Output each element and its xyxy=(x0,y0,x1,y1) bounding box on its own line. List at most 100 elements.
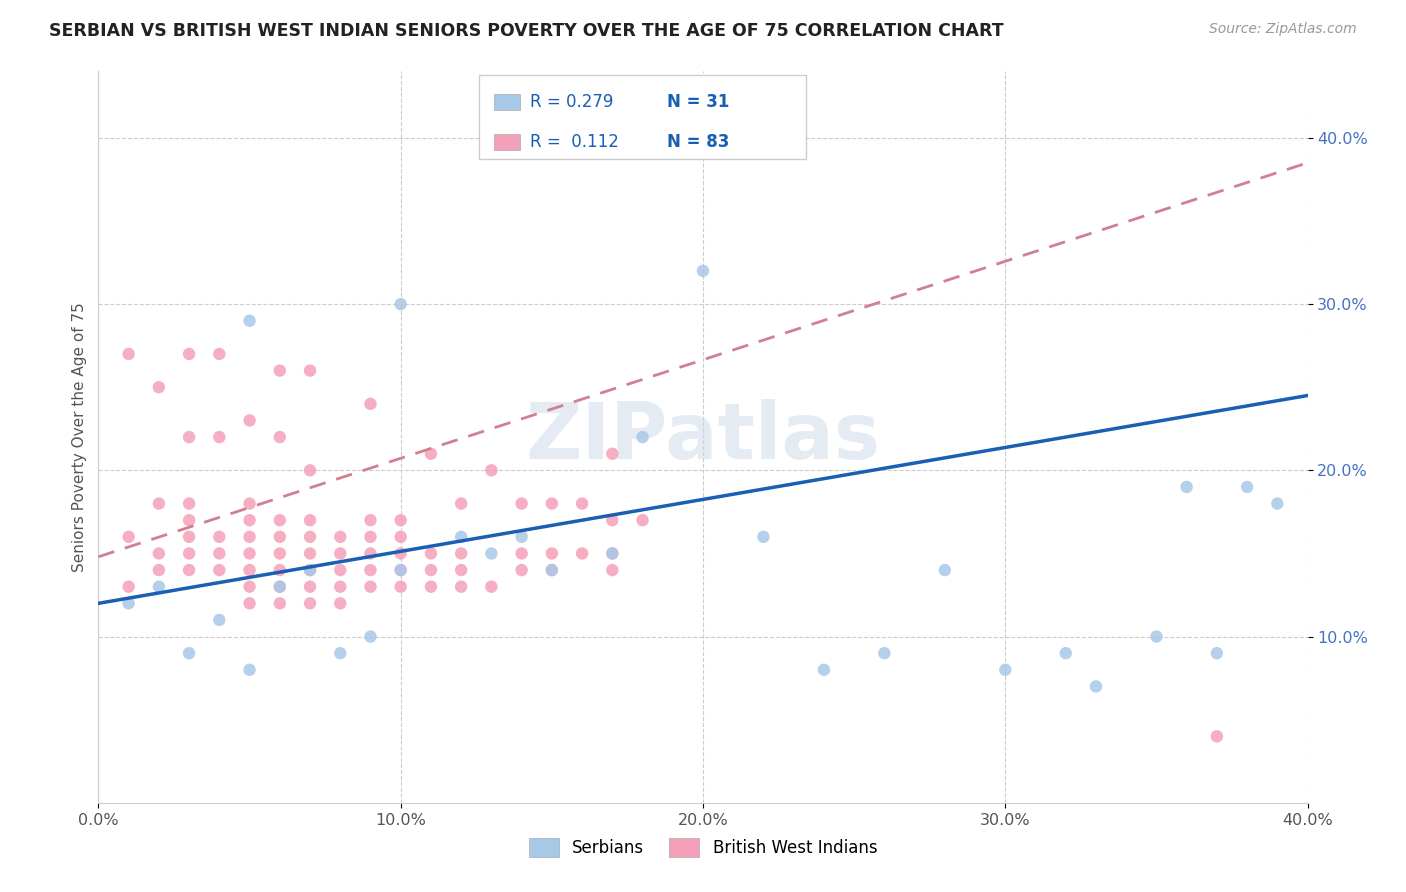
Point xyxy=(481,463,503,477)
Point xyxy=(179,513,201,527)
Point xyxy=(571,497,593,511)
FancyBboxPatch shape xyxy=(494,94,520,110)
Point xyxy=(208,430,231,444)
Point xyxy=(239,596,262,610)
Point xyxy=(389,563,412,577)
Point xyxy=(208,546,231,560)
Point xyxy=(179,546,201,560)
Point xyxy=(239,663,262,677)
Point xyxy=(873,646,896,660)
Point xyxy=(1085,680,1108,694)
Point xyxy=(540,563,562,577)
Point xyxy=(329,563,352,577)
Point xyxy=(510,497,533,511)
Point xyxy=(602,513,624,527)
Point xyxy=(269,530,291,544)
Point xyxy=(269,546,291,560)
Point xyxy=(360,397,382,411)
Point xyxy=(420,546,443,560)
Point xyxy=(510,546,533,560)
Point xyxy=(360,630,382,644)
Point xyxy=(148,380,170,394)
Point xyxy=(692,264,714,278)
Point xyxy=(602,546,624,560)
Point xyxy=(540,546,562,560)
Point xyxy=(299,563,322,577)
Point xyxy=(299,596,322,610)
Point xyxy=(450,580,472,594)
Point xyxy=(148,546,170,560)
Point xyxy=(179,646,201,660)
Y-axis label: Seniors Poverty Over the Age of 75: Seniors Poverty Over the Age of 75 xyxy=(72,302,87,572)
Point xyxy=(118,347,141,361)
Point xyxy=(631,513,654,527)
Point xyxy=(269,580,291,594)
Point xyxy=(239,546,262,560)
Point xyxy=(360,513,382,527)
Point xyxy=(934,563,956,577)
Point xyxy=(118,530,141,544)
Point xyxy=(420,580,443,594)
Point xyxy=(450,497,472,511)
Point xyxy=(389,530,412,544)
Point xyxy=(269,596,291,610)
Point xyxy=(208,613,231,627)
Point xyxy=(269,563,291,577)
Point xyxy=(208,563,231,577)
Point xyxy=(329,596,352,610)
Point xyxy=(269,513,291,527)
Point xyxy=(299,463,322,477)
Point xyxy=(450,530,472,544)
Point xyxy=(1267,497,1289,511)
Point xyxy=(994,663,1017,677)
Point xyxy=(1054,646,1077,660)
Point xyxy=(360,563,382,577)
Point xyxy=(631,430,654,444)
Point xyxy=(571,546,593,560)
Point xyxy=(118,596,141,610)
Point xyxy=(1206,729,1229,743)
Point xyxy=(540,497,562,511)
Point xyxy=(752,530,775,544)
Point xyxy=(239,563,262,577)
Point xyxy=(360,530,382,544)
Point xyxy=(481,580,503,594)
Legend: Serbians, British West Indians: Serbians, British West Indians xyxy=(522,831,884,864)
Text: R =  0.112: R = 0.112 xyxy=(530,133,619,152)
Point xyxy=(299,513,322,527)
Point xyxy=(208,347,231,361)
Point xyxy=(239,413,262,427)
Point xyxy=(179,430,201,444)
Point xyxy=(813,663,835,677)
Point xyxy=(389,297,412,311)
Point xyxy=(329,646,352,660)
Point xyxy=(389,546,412,560)
Point xyxy=(148,580,170,594)
Point xyxy=(420,563,443,577)
Point xyxy=(510,530,533,544)
Point xyxy=(239,497,262,511)
Point xyxy=(299,563,322,577)
Point xyxy=(299,530,322,544)
Point xyxy=(239,513,262,527)
Point xyxy=(389,580,412,594)
Point xyxy=(148,497,170,511)
Text: N = 31: N = 31 xyxy=(666,93,730,111)
Point xyxy=(420,447,443,461)
Point xyxy=(329,530,352,544)
Point xyxy=(1144,630,1167,644)
Point xyxy=(148,563,170,577)
Point xyxy=(239,530,262,544)
Point xyxy=(208,530,231,544)
Text: R = 0.279: R = 0.279 xyxy=(530,93,613,111)
Text: SERBIAN VS BRITISH WEST INDIAN SENIORS POVERTY OVER THE AGE OF 75 CORRELATION CH: SERBIAN VS BRITISH WEST INDIAN SENIORS P… xyxy=(49,22,1004,40)
Point xyxy=(179,563,201,577)
Point xyxy=(1175,480,1198,494)
Point xyxy=(239,314,262,328)
Point xyxy=(481,546,503,560)
Point xyxy=(360,580,382,594)
Point xyxy=(360,546,382,560)
Point xyxy=(602,447,624,461)
Point xyxy=(179,530,201,544)
Point xyxy=(299,363,322,377)
